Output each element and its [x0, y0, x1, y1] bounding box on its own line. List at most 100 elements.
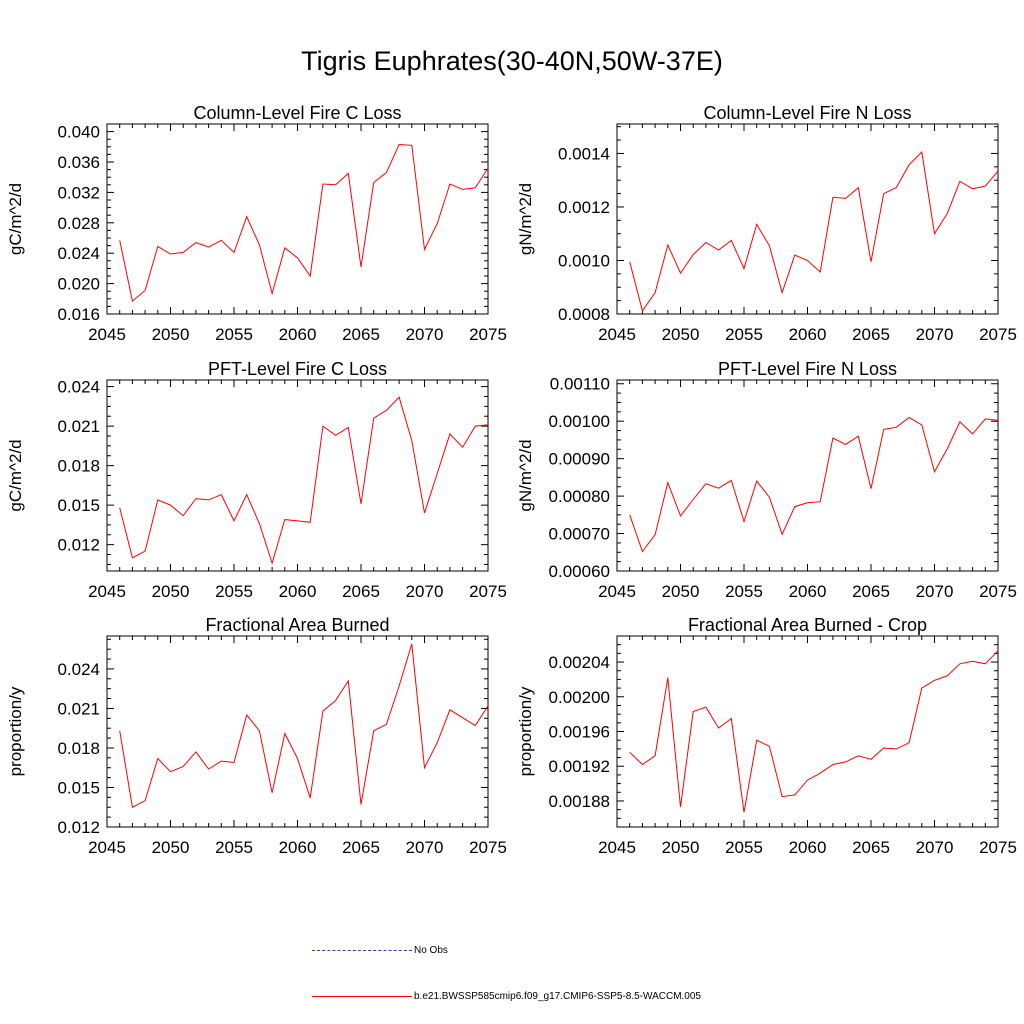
y-tick-label: 0.040	[57, 123, 100, 142]
x-tick-label: 2070	[406, 838, 444, 857]
x-tick-label: 2055	[725, 325, 763, 344]
series-line	[119, 396, 489, 565]
x-tick-label: 2060	[279, 838, 317, 857]
legend-label: b.e21.BWSSP585cmip6.f09_g17.CMIP6-SSP5-8…	[414, 990, 701, 1002]
y-tick-label: 0.0010	[558, 251, 610, 270]
x-tick-label: 2070	[916, 325, 954, 344]
y-tick-label: 0.024	[57, 660, 100, 679]
x-tick-label: 2045	[88, 325, 126, 344]
y-tick-label: 0.0008	[558, 305, 610, 324]
y-axis-label: gC/m^2/d	[6, 439, 25, 511]
y-axis-label: gN/m^2/d	[516, 183, 535, 255]
x-tick-label: 2065	[852, 838, 890, 857]
panel-title: PFT-Level Fire N Loss	[718, 359, 897, 379]
series-line	[629, 650, 999, 813]
panel-title: Column-Level Fire C Loss	[193, 103, 401, 123]
y-tick-label: 0.00192	[549, 757, 610, 776]
x-tick-label: 2065	[342, 582, 380, 601]
series-line	[119, 643, 489, 808]
plot-frame	[616, 379, 999, 572]
y-tick-label: 0.020	[57, 275, 100, 294]
panel-title: Fractional Area Burned - Crop	[688, 615, 927, 635]
panel-fractional-area-burned-crop: Fractional Area Burned - Crop proportion/…	[516, 615, 1017, 857]
panel-title: Column-Level Fire N Loss	[703, 103, 911, 123]
y-tick-label: 0.00200	[549, 688, 610, 707]
panel-pft-level-fire-c-loss: PFT-Level Fire C Loss gC/m^2/d 2045 2050 205…	[6, 359, 507, 601]
y-tick-label: 0.0012	[558, 198, 610, 217]
x-tick-label: 2045	[598, 325, 636, 344]
x-tick-label: 2070	[406, 582, 444, 601]
x-tick-label: 2050	[662, 838, 700, 857]
x-tick-label: 2055	[725, 582, 763, 601]
x-tick-label: 2075	[979, 838, 1017, 857]
x-tick-label: 2055	[215, 838, 253, 857]
y-tick-label: 0.024	[57, 378, 100, 397]
x-tick-label: 2060	[789, 582, 827, 601]
plot-frame	[616, 635, 999, 828]
y-tick-label: 0.028	[57, 214, 100, 233]
y-tick-label: 0.036	[57, 153, 100, 172]
y-tick-label: 0.016	[57, 305, 100, 324]
x-tick-label: 2065	[852, 325, 890, 344]
y-tick-label: 0.012	[57, 818, 100, 837]
x-tick-label: 2055	[215, 582, 253, 601]
x-tick-label: 2075	[979, 582, 1017, 601]
y-tick-label: 0.00188	[549, 792, 610, 811]
y-axis-label: proportion/y	[516, 686, 535, 776]
x-tick-label: 2060	[279, 325, 317, 344]
y-tick-label: 0.032	[57, 183, 100, 202]
x-tick-label: 2060	[279, 582, 317, 601]
x-tick-label: 2065	[342, 838, 380, 857]
x-tick-label: 2050	[152, 838, 190, 857]
x-tick-label: 2070	[406, 325, 444, 344]
y-tick-label: 0.021	[57, 699, 100, 718]
legend-entry-no-obs: No Obs	[312, 943, 448, 957]
x-tick-label: 2075	[469, 582, 507, 601]
y-tick-label: 0.00196	[549, 723, 610, 742]
x-tick-label: 2075	[469, 838, 507, 857]
series-line	[119, 143, 489, 303]
y-tick-label: 0.024	[57, 244, 100, 263]
series-line	[629, 416, 999, 553]
x-tick-label: 2065	[342, 325, 380, 344]
x-tick-label: 2070	[916, 582, 954, 601]
y-tick-label: 0.00080	[549, 487, 610, 506]
x-tick-label: 2045	[598, 838, 636, 857]
panel-column-level-fire-n-loss: Column-Level Fire N Loss gN/m^2/d 2045 2050…	[516, 103, 1017, 344]
x-tick-label: 2060	[789, 838, 827, 857]
x-tick-label: 2050	[662, 325, 700, 344]
panel-fractional-area-burned: Fractional Area Burned proportion/y 2045 20…	[6, 615, 507, 857]
y-tick-label: 0.00090	[549, 450, 610, 469]
legend-entry-model-run: b.e21.BWSSP585cmip6.f09_g17.CMIP6-SSP5-8…	[312, 989, 701, 1003]
legend-line-solid	[312, 995, 412, 997]
y-tick-label: 0.015	[57, 778, 100, 797]
y-tick-label: 0.015	[57, 496, 100, 515]
y-tick-label: 0.021	[57, 417, 100, 436]
x-tick-label: 2060	[789, 325, 827, 344]
x-tick-label: 2045	[598, 582, 636, 601]
y-axis-label: gC/m^2/d	[6, 183, 25, 255]
legend-line-dashed	[312, 949, 412, 951]
y-tick-label: 0.00110	[550, 375, 610, 394]
y-tick-label: 0.012	[57, 536, 100, 555]
figure-title: Tigris Euphrates(30-40N,50W-37E)	[301, 46, 723, 76]
plot-frame	[106, 379, 489, 572]
legend-label: No Obs	[414, 944, 448, 956]
x-tick-label: 2045	[88, 838, 126, 857]
x-tick-label: 2050	[152, 582, 190, 601]
plot-frame	[106, 123, 489, 315]
plot-frame	[616, 123, 999, 315]
y-axis-label: gN/m^2/d	[516, 439, 535, 511]
panel-pft-level-fire-n-loss: PFT-Level Fire N Loss gN/m^2/d 2045 2050 205…	[516, 359, 1017, 601]
x-tick-label: 2045	[88, 582, 126, 601]
panel-title: Fractional Area Burned	[205, 615, 389, 635]
x-tick-label: 2075	[469, 325, 507, 344]
x-tick-label: 2070	[916, 838, 954, 857]
x-tick-label: 2055	[725, 838, 763, 857]
series-line	[629, 151, 999, 312]
y-tick-label: 0.018	[57, 457, 100, 476]
y-tick-label: 0.00204	[549, 653, 610, 672]
y-tick-label: 0.00100	[549, 412, 610, 431]
panel-column-level-fire-c-loss: Column-Level Fire C Loss gC/m^2/d 2045 2050…	[6, 103, 507, 344]
